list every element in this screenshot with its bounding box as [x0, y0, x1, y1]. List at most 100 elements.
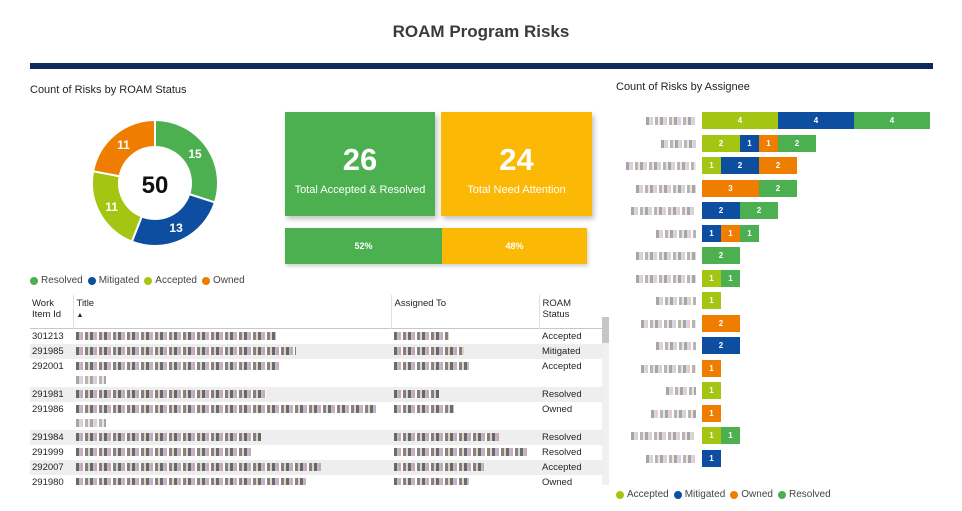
donut-chart[interactable]: 15 13 11 11 50	[85, 113, 225, 253]
table-row[interactable]: 291981 Resolved	[30, 386, 602, 402]
bar-segment-owned[interactable]: 2	[702, 314, 740, 332]
bar-segment-owned[interactable]: 3	[702, 179, 759, 197]
table-row[interactable]: 301213 Accepted	[30, 328, 602, 344]
table-scrollbar-thumb[interactable]	[602, 317, 609, 343]
redacted-assignee-label	[656, 342, 696, 350]
bar-segment-resolved[interactable]: 2	[740, 202, 778, 219]
table-row[interactable]: 291984 Resolved	[30, 429, 602, 445]
redacted-assignee-label	[641, 364, 696, 373]
bar-segment-mitigated[interactable]: 2	[702, 337, 740, 354]
cell-roam-status: Accepted	[542, 360, 582, 372]
bar-segment-resolved[interactable]: 2	[778, 134, 816, 152]
table-row[interactable]: 292001 Accepted	[30, 358, 602, 387]
bar-segment-resolved[interactable]: 1	[740, 224, 759, 242]
cell-work-item-id: 301213	[32, 330, 64, 342]
cell-assigned-to	[391, 445, 539, 460]
bar-segment-resolved[interactable]: 4	[854, 112, 930, 129]
bar-segment-owned[interactable]: 1	[702, 404, 721, 422]
redacted-assignee-label	[651, 409, 696, 418]
bar-segment-owned[interactable]: 1	[759, 134, 778, 152]
legend-label: Owned	[741, 489, 773, 500]
bar-segment-resolved[interactable]: 1	[721, 427, 740, 444]
legend-label: Owned	[212, 275, 245, 286]
bar-segment-mitigated[interactable]: 1	[702, 449, 721, 467]
col-header-assigned-to[interactable]: Assigned To	[391, 295, 540, 328]
redacted-assignee	[394, 404, 454, 413]
redacted-assignee	[394, 331, 449, 340]
assignee-chart-title: Count of Risks by Assignee	[616, 81, 750, 93]
donut-slice-label-accepted: 11	[105, 200, 118, 214]
cell-assigned-to	[391, 402, 539, 430]
redacted-assignee	[394, 477, 469, 485]
sort-ascending-icon: ▲	[76, 312, 84, 319]
donut-legend-item-resolved[interactable]: Resolved	[30, 275, 83, 286]
bar-segment-accepted[interactable]: 1	[702, 269, 721, 287]
bar-segment-accepted[interactable]: 2	[702, 134, 740, 152]
legend-dot-icon	[730, 490, 739, 499]
cell-assigned-to	[391, 460, 539, 475]
cell-title	[73, 445, 391, 460]
table-row[interactable]: 291999 Resolved	[30, 444, 602, 460]
redacted-title	[76, 361, 281, 370]
bar-segment-resolved[interactable]: 2	[759, 179, 797, 197]
cell-title	[73, 387, 391, 402]
redacted-title-continued	[76, 418, 106, 427]
table-row[interactable]: 291980 Owned	[30, 474, 602, 485]
donut-slice-label-resolved: 15	[188, 147, 202, 161]
donut-total: 50	[142, 172, 169, 199]
bar-segment-accepted[interactable]: 1	[702, 427, 721, 444]
bar-segment-mitigated[interactable]: 4	[778, 112, 854, 129]
bar-segment-accepted[interactable]: 1	[702, 157, 721, 174]
table-row[interactable]: 292007 Accepted	[30, 459, 602, 475]
legend-dot-icon	[616, 490, 624, 499]
cell-work-item-id: 292001	[32, 360, 64, 372]
bar-segment-accepted[interactable]: 1	[702, 292, 721, 309]
bar-segment-owned[interactable]: 1	[702, 359, 721, 377]
bar-segment-mitigated[interactable]: 2	[721, 157, 759, 174]
split-bar-need-attention: 48%	[442, 228, 587, 264]
kpi-split-bar[interactable]: 52% 48%	[285, 228, 587, 264]
col-header-title[interactable]: Title ▲	[73, 295, 392, 328]
bar-segment-mitigated[interactable]: 2	[702, 202, 740, 219]
bar-segment-owned[interactable]: 1	[721, 224, 740, 242]
redacted-assignee-label	[631, 432, 696, 440]
assignee-legend-item-accepted[interactable]: Accepted	[616, 489, 669, 500]
cell-assigned-to	[391, 387, 539, 402]
kpi-accepted-resolved[interactable]: 26 Total Accepted & Resolved	[285, 112, 435, 216]
redacted-assignee-label	[626, 162, 696, 170]
bar-segment-mitigated[interactable]: 1	[702, 224, 721, 242]
col-header-roam-status[interactable]: ROAM Status	[542, 298, 572, 320]
table-row[interactable]: 291986 Owned	[30, 401, 602, 430]
kpi-need-attention[interactable]: 24 Total Need Attention	[441, 112, 592, 216]
bar-segment-owned[interactable]: 2	[759, 157, 797, 174]
donut-legend-item-mitigated[interactable]: Mitigated	[87, 275, 139, 286]
redacted-assignee-label	[631, 207, 696, 215]
assignee-legend-item-mitigated[interactable]: Mitigated	[673, 489, 725, 500]
table-row[interactable]: 291985 Mitigated	[30, 343, 602, 359]
donut-legend-item-owned[interactable]: Owned	[201, 275, 245, 286]
redacted-title	[76, 389, 266, 398]
split-bar-accepted-resolved: 52%	[285, 228, 443, 264]
redacted-assignee-label	[646, 454, 696, 463]
kpi-need-attention-label: Total Need Attention	[467, 184, 566, 196]
col-header-work-item-id[interactable]: Work Item Id	[30, 295, 74, 328]
bar-segment-accepted[interactable]: 1	[702, 382, 721, 399]
assignee-legend-item-resolved[interactable]: Resolved	[777, 489, 831, 500]
table-scrollbar[interactable]	[602, 317, 609, 485]
donut-slice-owned[interactable]	[91, 118, 156, 178]
legend-dot-icon	[87, 276, 96, 285]
assignee-legend-item-owned[interactable]: Owned	[730, 489, 773, 500]
redacted-assignee-label	[661, 139, 696, 148]
redacted-assignee-label	[656, 229, 696, 238]
redacted-assignee	[394, 447, 529, 456]
legend-label: Resolved	[41, 275, 83, 286]
risks-table[interactable]: Work Item Id Title ▲ Assigned To ROAM Sta…	[30, 295, 610, 485]
redacted-assignee	[394, 389, 439, 398]
bar-segment-resolved[interactable]: 2	[702, 247, 740, 264]
bar-segment-mitigated[interactable]: 1	[740, 134, 759, 152]
donut-legend-item-accepted[interactable]: Accepted	[144, 275, 197, 286]
bar-segment-accepted[interactable]: 4	[702, 112, 778, 129]
cell-work-item-id: 291984	[32, 431, 64, 443]
bar-segment-resolved[interactable]: 1	[721, 269, 740, 287]
